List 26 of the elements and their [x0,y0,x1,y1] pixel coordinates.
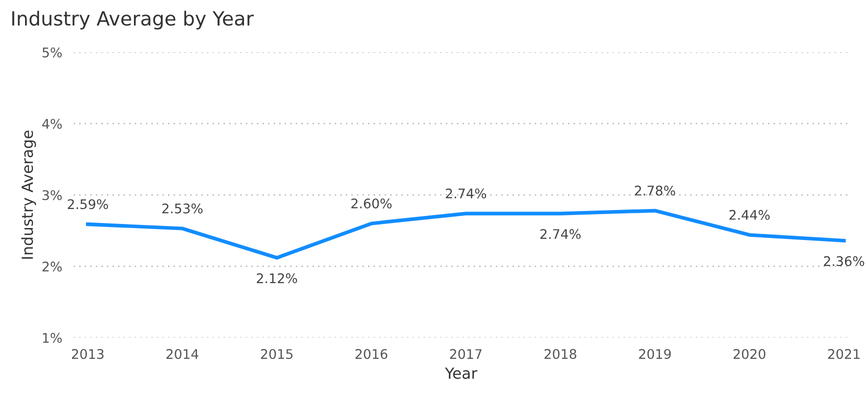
x-tick-label: 2013 [72,349,104,360]
data-label: 2.44% [729,210,770,220]
y-tick-label: 5% [42,47,62,58]
data-label: 2.36% [824,256,864,266]
y-tick-label: 1% [43,332,62,343]
x-axis-title: Year [444,368,478,379]
y-tick-label: 4% [42,118,62,129]
y-tick-label: 3% [42,190,62,200]
data-label: 2.74% [446,188,486,198]
x-tick-label: 2018 [544,349,576,360]
x-tick-label: 2016 [356,349,388,360]
x-tick-label: 2014 [166,349,198,360]
data-label: 2.78% [634,186,676,196]
y-tick-label: 2% [42,262,62,272]
x-tick-label: 2015 [261,349,292,360]
y-axis-title: Industry Average [21,130,36,259]
chart-title: Industry Average by Year [12,10,254,30]
x-tick-label: 2021 [828,349,860,360]
data-label: 2.74% [540,229,581,240]
data-label: 2.60% [351,198,392,208]
data-label: 2.53% [162,203,203,214]
data-label: 2.12% [256,273,298,284]
x-tick-label: 2017 [450,349,482,360]
data-label: 2.59% [68,199,108,210]
x-tick-label: 2019 [639,349,671,360]
x-tick-label: 2020 [734,349,766,360]
